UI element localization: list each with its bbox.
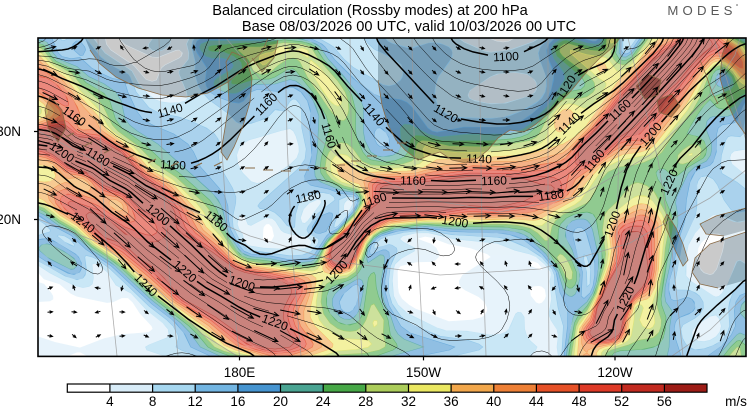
- svg-text:m/s: m/s: [725, 394, 747, 408]
- svg-text:44: 44: [529, 394, 545, 408]
- svg-text:16: 16: [230, 394, 245, 408]
- svg-text:1140: 1140: [466, 151, 493, 166]
- svg-text:56: 56: [657, 394, 672, 408]
- svg-text:180E: 180E: [224, 365, 256, 380]
- svg-text:36: 36: [444, 394, 459, 408]
- svg-text:Base 08/03/2026 00 UTC, valid: Base 08/03/2026 00 UTC, valid 10/03/2026…: [242, 19, 576, 35]
- svg-text:40: 40: [486, 394, 501, 408]
- svg-text:30N: 30N: [0, 124, 21, 139]
- svg-text:°: °: [736, 3, 739, 11]
- svg-text:48: 48: [572, 394, 587, 408]
- svg-text:52: 52: [614, 394, 629, 408]
- svg-text:MODES: MODES: [667, 3, 736, 18]
- svg-text:20N: 20N: [0, 212, 21, 227]
- svg-text:120W: 120W: [597, 365, 633, 380]
- svg-text:1200: 1200: [441, 213, 470, 231]
- svg-text:24: 24: [316, 394, 332, 408]
- svg-text:150W: 150W: [406, 365, 442, 380]
- svg-text:Balanced circulation (Rossby m: Balanced circulation (Rossby modes) at 2…: [212, 3, 528, 19]
- svg-text:4: 4: [106, 394, 114, 408]
- svg-text:8: 8: [149, 394, 157, 408]
- svg-text:1140: 1140: [156, 100, 185, 121]
- svg-text:20: 20: [273, 394, 288, 408]
- svg-text:28: 28: [358, 394, 373, 408]
- svg-text:12: 12: [188, 394, 203, 408]
- svg-text:1160: 1160: [400, 173, 426, 187]
- svg-text:1160: 1160: [319, 121, 340, 150]
- svg-text:32: 32: [401, 394, 416, 408]
- svg-text:1100: 1100: [493, 49, 520, 64]
- svg-text:1160: 1160: [481, 173, 508, 188]
